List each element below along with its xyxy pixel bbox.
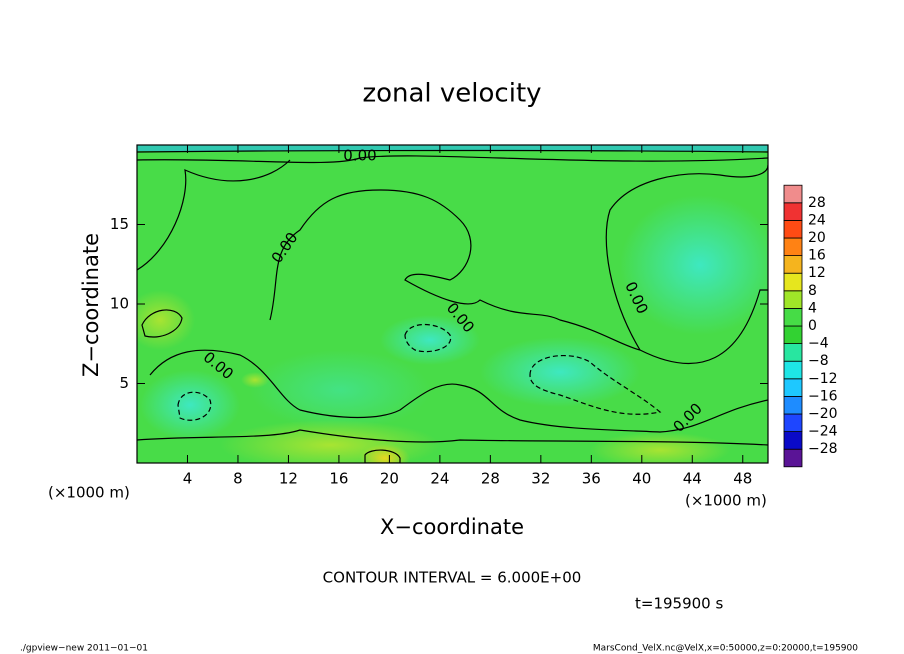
colorbar-box [783, 448, 803, 468]
colorbar-label: −4 [808, 336, 829, 352]
time-label: t=195900 s [635, 595, 723, 613]
colorbar-box [783, 272, 803, 292]
contour-label: 0.00 [343, 147, 376, 165]
colorbar-box [783, 255, 803, 274]
colorbar-box [783, 219, 803, 239]
x-tick-label: 32 [531, 470, 550, 488]
colorbar-label: −8 [808, 353, 829, 369]
x-tick-label: 44 [683, 470, 702, 488]
y-axis-label: Z−coordinate [79, 233, 103, 377]
colorbar-box [783, 343, 803, 362]
x-tick-label: 48 [733, 470, 752, 488]
footer-left: ./gpview−new 2011−01−01 [20, 644, 148, 654]
colorbar-label: 8 [808, 283, 817, 299]
colorbar-label: −28 [808, 441, 838, 457]
colorbar-box [783, 360, 803, 380]
colorbar-box [783, 237, 803, 257]
colorbar-box [783, 431, 803, 450]
colorbar-label: −20 [808, 406, 838, 422]
x-unit-label: (×1000 m) [685, 492, 767, 510]
colorbar-label: 0 [808, 318, 817, 334]
x-axis-label: X−coordinate [380, 515, 524, 539]
x-tick-label: 12 [279, 470, 298, 488]
x-tick-label: 20 [380, 470, 399, 488]
colorbar-label: 16 [808, 248, 826, 264]
x-tick-label: 24 [430, 470, 449, 488]
colorbar-label: 4 [808, 300, 817, 316]
colorbar-label: −12 [808, 371, 838, 387]
colorbar-label: 20 [808, 230, 826, 246]
field [137, 145, 768, 463]
y-tick-label: 10 [110, 295, 129, 313]
x-tick-label: 4 [183, 470, 193, 488]
colorbar-box [783, 413, 803, 433]
colorbar-box [783, 184, 803, 204]
x-tick-label: 16 [329, 470, 348, 488]
colorbar-label: −16 [808, 388, 838, 404]
colorbar-label: 24 [808, 212, 826, 228]
y-tick-label: 5 [119, 374, 129, 392]
x-tick-label: 40 [632, 470, 651, 488]
contour-interval: CONTOUR INTERVAL = 6.000E+00 [323, 569, 582, 587]
colorbar-box [783, 307, 803, 327]
x-unit-label: (×1000 m) [48, 484, 130, 502]
colorbar-label: −24 [808, 424, 838, 440]
colorbar-box [783, 202, 803, 221]
x-tick-label: 36 [582, 470, 601, 488]
colorbar-label: 28 [808, 195, 826, 211]
x-tick-label: 8 [233, 470, 243, 488]
colorbar-box [783, 290, 803, 309]
y-tick-label: 15 [110, 215, 129, 233]
colorbar-box [783, 378, 803, 397]
x-tick-label: 28 [481, 470, 500, 488]
footer-right: MarsCond_VelX.nc@VelX,x=0:50000,z=0:2000… [593, 644, 858, 654]
colorbar-box [783, 325, 803, 345]
colorbar-box [783, 395, 803, 415]
chart-title: zonal velocity [362, 79, 541, 109]
colorbar-label: 12 [808, 265, 826, 281]
